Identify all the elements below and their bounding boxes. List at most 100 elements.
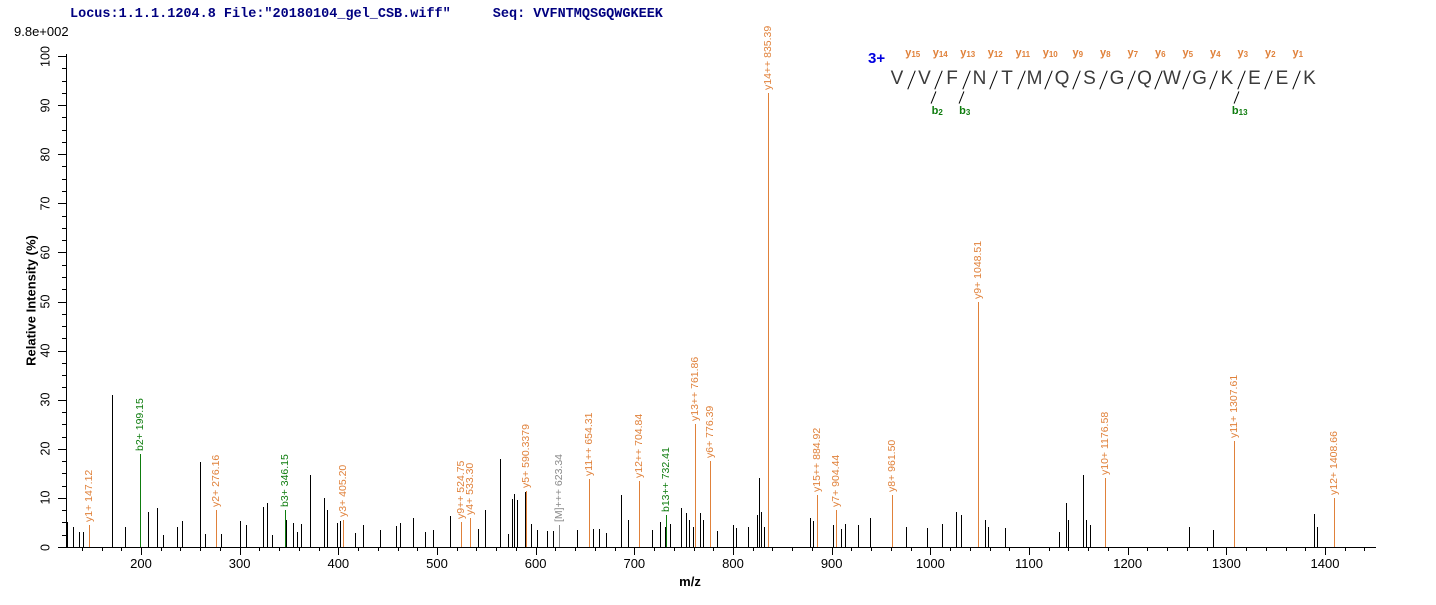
x-minor-tick — [772, 547, 773, 551]
x-minor-tick — [220, 547, 221, 551]
x-tick-label: 1000 — [915, 556, 945, 571]
x-minor-tick — [1345, 547, 1346, 551]
peak — [272, 535, 273, 547]
x-minor-tick — [694, 547, 695, 551]
y-tick — [62, 216, 66, 217]
peak — [717, 531, 718, 547]
x-tick-label: 1100 — [1015, 556, 1043, 571]
y-tick — [58, 400, 66, 401]
x-minor-tick — [358, 547, 359, 551]
peak — [263, 506, 264, 547]
peak — [297, 532, 298, 547]
y-tick — [58, 302, 66, 303]
peak — [433, 530, 434, 547]
peptide-residue: G — [1192, 68, 1207, 89]
x-minor-tick — [713, 547, 714, 551]
peak — [810, 517, 811, 547]
peak — [83, 532, 84, 547]
x-tick — [832, 547, 833, 555]
peak — [599, 529, 600, 547]
y-ion-label: y11 — [1015, 47, 1031, 59]
x-tick — [338, 547, 339, 555]
peak — [833, 525, 834, 547]
peak — [1005, 528, 1006, 547]
y-tick — [58, 203, 66, 204]
peak — [125, 527, 126, 547]
peak — [157, 508, 158, 547]
y-ion-label: y2 — [1264, 47, 1276, 59]
peptide-residue: K — [1303, 68, 1316, 89]
x-minor-tick — [516, 547, 517, 551]
peak — [689, 519, 690, 547]
y-ion-label: y1 — [1292, 47, 1304, 59]
peak — [693, 527, 694, 547]
peak — [858, 525, 859, 547]
x-minor-tick — [1246, 547, 1247, 551]
peak — [988, 527, 989, 547]
peak — [547, 531, 548, 547]
x-minor-tick — [1187, 547, 1188, 551]
charge-state-label: 3+ — [868, 50, 886, 67]
x-tick — [1128, 547, 1129, 555]
peak — [337, 523, 338, 547]
y-tick — [62, 240, 66, 241]
peak — [1086, 519, 1087, 547]
peak-label: y8+ 961.50 — [886, 440, 898, 493]
x-minor-tick — [1108, 547, 1109, 551]
labeled-peak — [978, 301, 979, 547]
labeled-peak — [461, 522, 462, 547]
y-tick — [62, 363, 66, 364]
peak — [748, 526, 749, 547]
peak-label: y11++ 654.31 — [583, 412, 595, 477]
peak — [906, 526, 907, 547]
x-axis-line — [66, 547, 1376, 548]
labeled-peak — [817, 495, 818, 547]
peak — [537, 529, 538, 547]
peptide-residue: K — [1220, 68, 1234, 89]
peak — [956, 511, 957, 547]
peak — [660, 522, 661, 547]
peak — [845, 523, 846, 547]
labeled-peak — [343, 519, 344, 547]
peak — [293, 523, 294, 547]
x-minor-tick — [812, 547, 813, 551]
peak — [1213, 529, 1214, 547]
x-minor-tick — [674, 547, 675, 551]
peak — [525, 492, 526, 547]
x-tick — [1325, 547, 1326, 555]
labeled-peak — [710, 461, 711, 547]
y-ion-label: y5 — [1182, 47, 1194, 59]
labeled-peak — [89, 524, 90, 547]
peak — [396, 526, 397, 547]
x-minor-tick — [161, 547, 162, 551]
peak — [327, 510, 328, 547]
peptide-residue: W — [1163, 68, 1181, 89]
y-tick — [62, 486, 66, 487]
y-ion-label: y6 — [1154, 47, 1166, 59]
y-ion-label: y9 — [1072, 47, 1084, 59]
peak — [205, 534, 206, 547]
x-minor-tick — [753, 547, 754, 551]
x-tick-label: 400 — [327, 556, 350, 571]
locus-file-label: Locus:1.1.1.1204.8 File:"20180104_gel_CS… — [70, 7, 451, 22]
peak — [340, 521, 341, 547]
y-tick — [62, 338, 66, 339]
peak — [942, 523, 943, 547]
peak-label: y12+ 1408.66 — [1328, 430, 1340, 495]
y-tick-label: 50 — [38, 294, 53, 309]
peak — [759, 478, 760, 547]
peak — [355, 533, 356, 547]
x-minor-tick — [1266, 547, 1267, 551]
peak — [380, 529, 381, 547]
peak — [182, 521, 183, 547]
x-tick-label: 600 — [524, 556, 547, 571]
y-tick-label: 10 — [38, 490, 53, 505]
peak — [961, 515, 962, 547]
peptide-residue: Q — [1054, 68, 1070, 89]
peak — [267, 502, 268, 547]
y-tick — [62, 166, 66, 167]
peak — [148, 511, 149, 547]
peak — [517, 500, 518, 547]
x-tick — [1226, 547, 1227, 555]
